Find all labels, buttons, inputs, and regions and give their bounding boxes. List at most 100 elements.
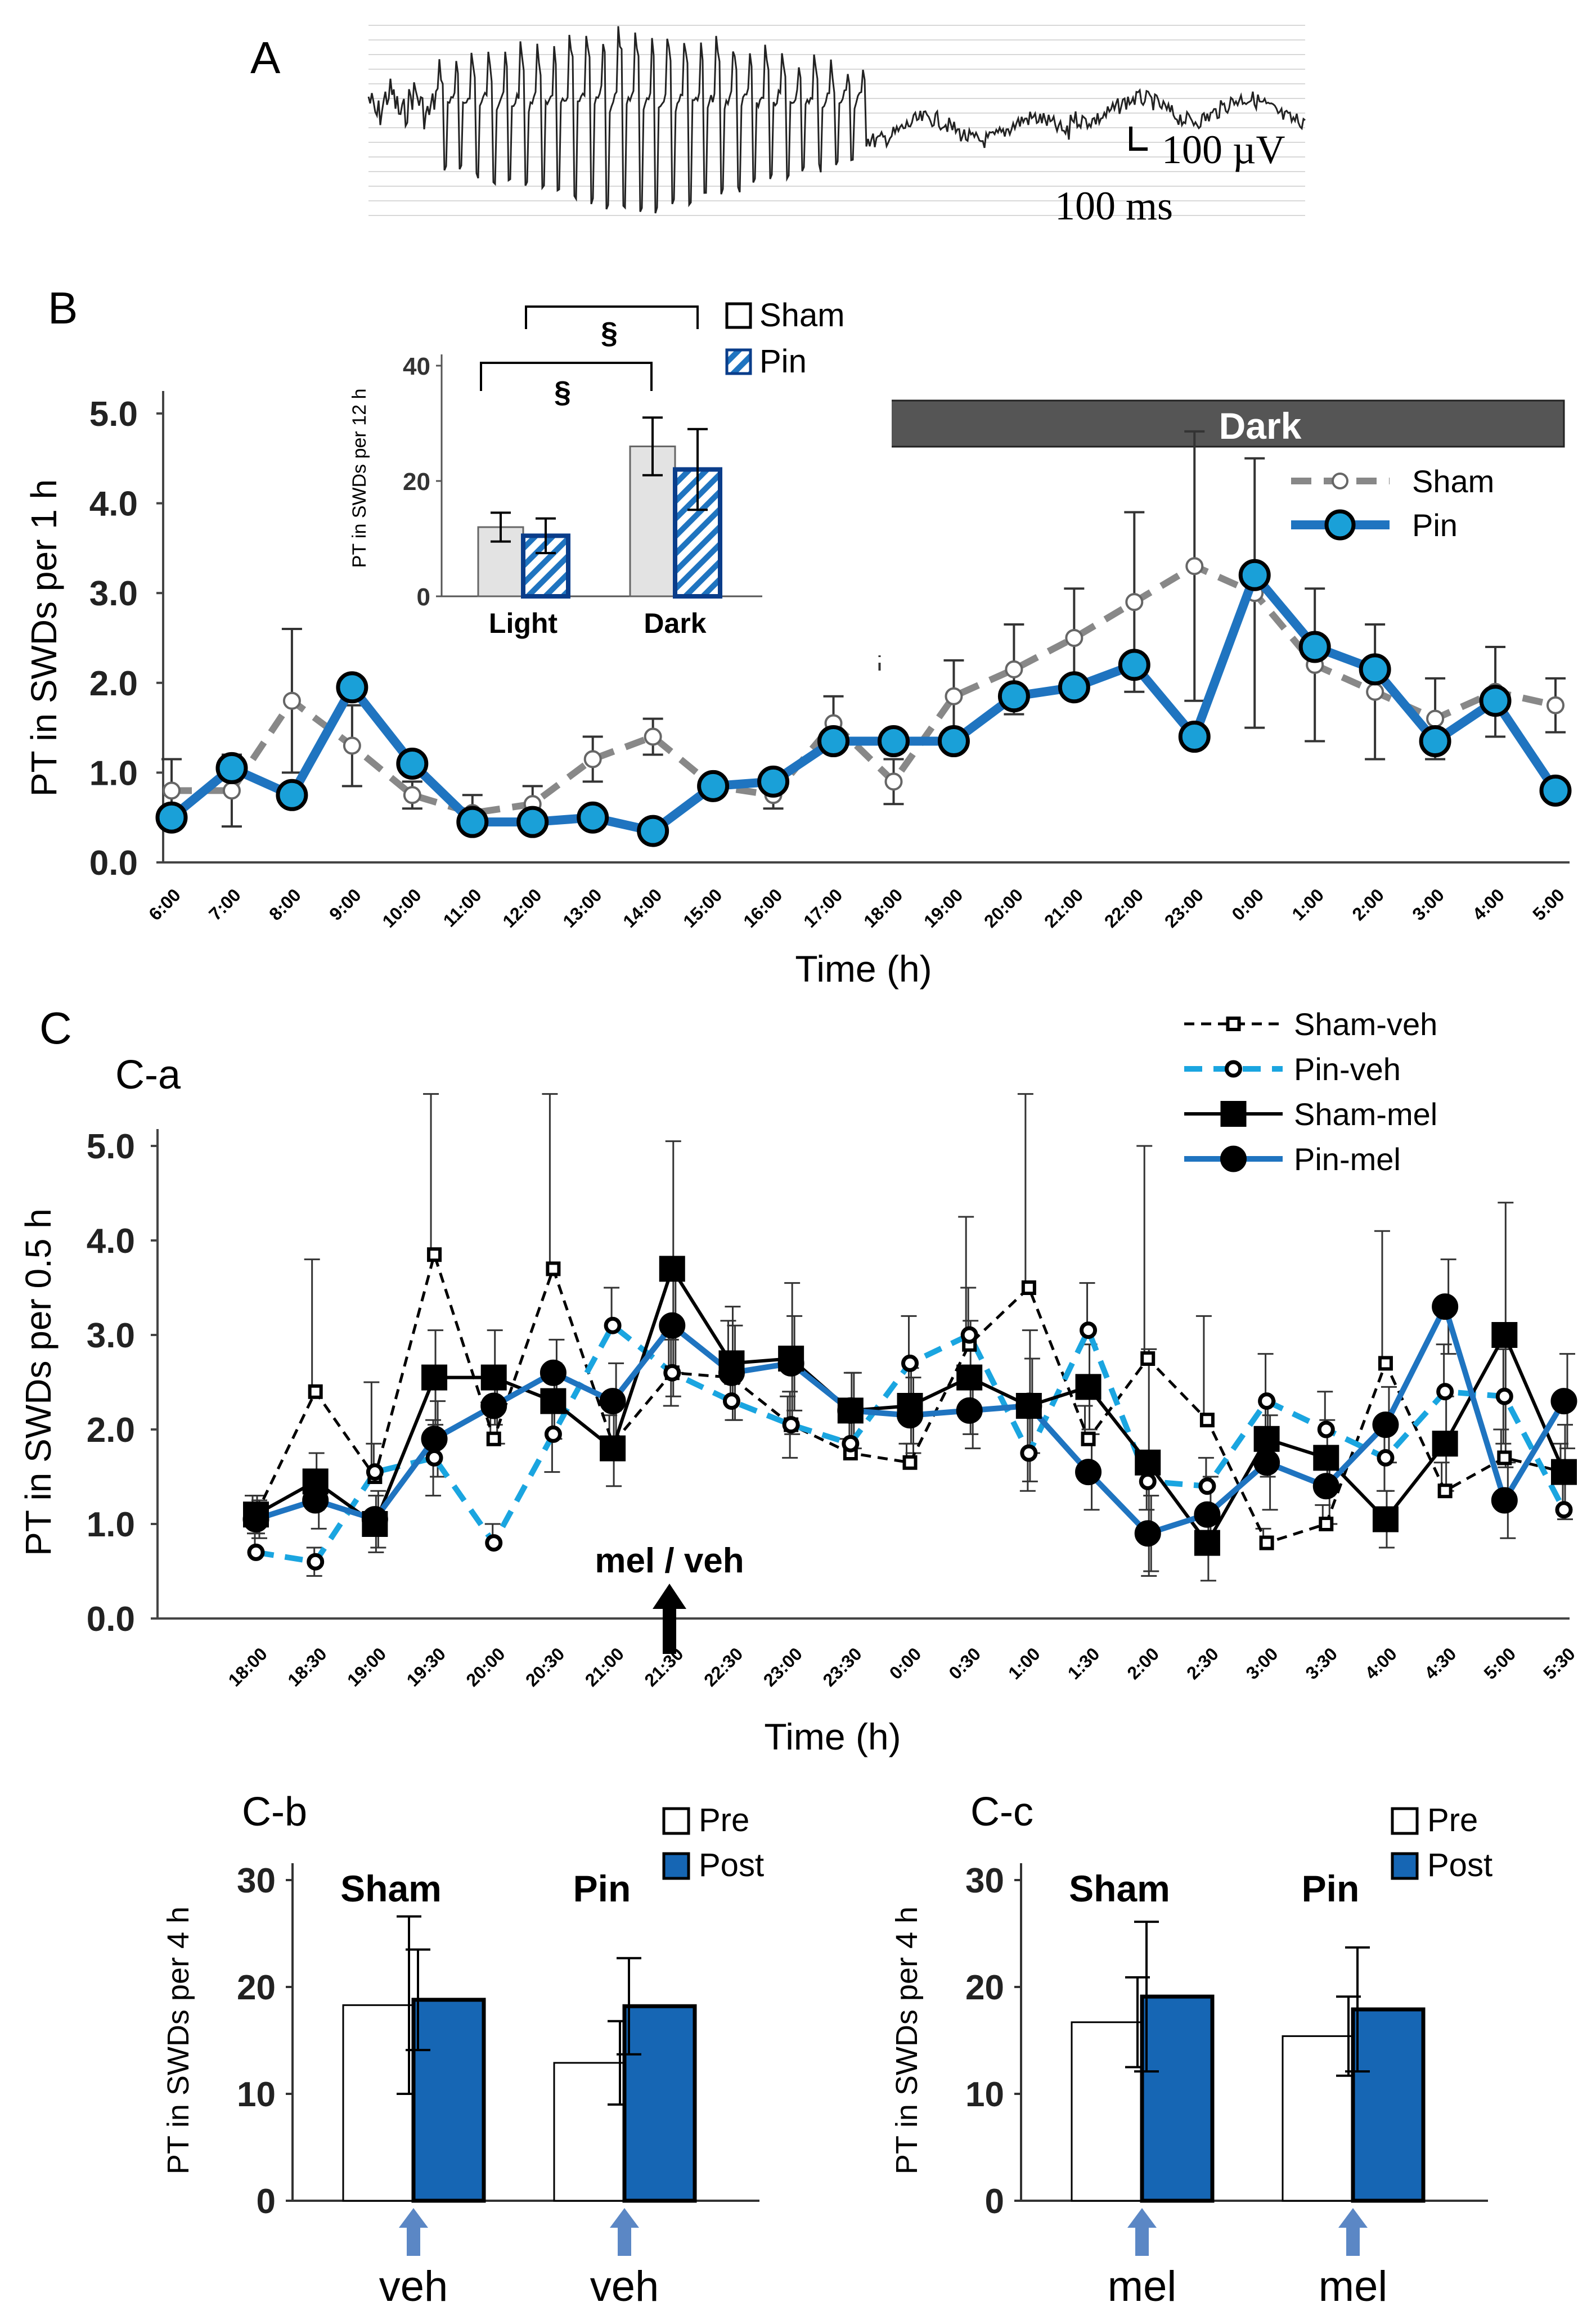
b-dark-band-label: Dark bbox=[1219, 405, 1302, 447]
panel-b-label: B bbox=[48, 283, 78, 333]
c-a-point-sham-veh bbox=[427, 1247, 442, 1262]
c-a-point-sham-veh bbox=[1021, 1280, 1036, 1295]
b-point-sham bbox=[1426, 709, 1445, 728]
b-x-tick-label: 12:00 bbox=[498, 884, 545, 931]
c-a-point-pin-mel bbox=[777, 1350, 804, 1377]
c-a-x-tick-label: 20:00 bbox=[462, 1643, 509, 1690]
b-legend-sham-label: Sham bbox=[1412, 464, 1494, 499]
b-point-pin bbox=[336, 671, 368, 704]
c-a-point-pin-veh bbox=[901, 1354, 919, 1372]
b-point-sham bbox=[945, 687, 963, 705]
c-a-x-tick-label: 18:00 bbox=[224, 1643, 271, 1690]
b-x-tick-label: 3:00 bbox=[1408, 884, 1448, 924]
c-a-point-pin-mel bbox=[1253, 1449, 1280, 1476]
c-a-point-pin-veh bbox=[1377, 1449, 1395, 1467]
b-y-tick-label: 3.0 bbox=[89, 574, 138, 613]
b-inset-sig-symbol: § bbox=[601, 316, 618, 350]
c-c-bar-post bbox=[1351, 2007, 1426, 2203]
b-x-tick-label: 6:00 bbox=[145, 884, 185, 924]
b-x-tick-label: 18:00 bbox=[860, 884, 906, 931]
c-a-y-axis-title: PT in SWDs per 0.5 h bbox=[18, 1208, 59, 1556]
c-a-point-pin-veh bbox=[722, 1392, 740, 1410]
b-inset-y-axis-title: PT in SWDs per 12 h bbox=[349, 389, 370, 568]
c-a-point-sham-veh bbox=[1378, 1356, 1393, 1371]
c-a-point-pin-veh bbox=[1555, 1501, 1573, 1519]
b-point-pin bbox=[637, 815, 669, 847]
c-a-y-tick-label: 5.0 bbox=[87, 1127, 135, 1166]
c-a-x-tick-label: 20:30 bbox=[521, 1643, 568, 1690]
c-a-x-tick-label: 18:30 bbox=[284, 1643, 330, 1690]
c-a-legend-sham-mel-marker bbox=[1220, 1101, 1247, 1127]
c-a-point-pin-mel bbox=[1194, 1501, 1221, 1528]
c-a-x-tick-label: 23:00 bbox=[759, 1643, 806, 1690]
scale-bar bbox=[1129, 127, 1148, 151]
b-x-tick-label: 0:00 bbox=[1228, 884, 1267, 924]
c-c-injection-arrow bbox=[1338, 2208, 1368, 2256]
b-x-tick-label: 5:00 bbox=[1528, 884, 1568, 924]
c-a-point-sham-veh bbox=[902, 1455, 918, 1470]
c-b-injection-arrow bbox=[399, 2208, 428, 2256]
b-inset-legend-pin-label: Pin bbox=[759, 343, 807, 380]
c-b-bar-pre bbox=[342, 2004, 415, 2202]
c-a-point-sham-mel bbox=[659, 1256, 685, 1282]
b-point-sham bbox=[163, 781, 181, 800]
c-a-point-pin-veh bbox=[960, 1326, 978, 1344]
c-a-x-tick-label: 23:30 bbox=[819, 1643, 865, 1690]
c-a-x-tick-label: 4:30 bbox=[1420, 1643, 1460, 1683]
b-x-tick-label: 13:00 bbox=[559, 884, 605, 931]
c-a-point-pin-mel bbox=[1372, 1411, 1399, 1438]
c-a-point-pin-mel bbox=[540, 1359, 567, 1386]
c-b-group-label: Pin bbox=[573, 1868, 631, 1909]
b-x-tick-label: 2:00 bbox=[1348, 884, 1388, 924]
b-point-pin bbox=[1058, 671, 1090, 704]
c-a-point-sham-mel bbox=[1491, 1322, 1518, 1348]
c-c-bar-post bbox=[1140, 1994, 1215, 2203]
c-a-point-pin-mel bbox=[421, 1426, 448, 1453]
c-a-point-sham-mel bbox=[1075, 1374, 1102, 1400]
c-c-y-tick-label: 30 bbox=[965, 1862, 1004, 1900]
b-x-tick-label: 10:00 bbox=[378, 884, 425, 931]
c-b-y-tick-label: 30 bbox=[237, 1862, 276, 1900]
c-b-group-label: Sham bbox=[340, 1868, 442, 1909]
b-point-pin bbox=[877, 725, 910, 758]
c-b-legend-pre-swatch bbox=[662, 1807, 690, 1835]
c-a-point-pin-mel bbox=[659, 1312, 686, 1339]
b-point-pin bbox=[215, 752, 248, 784]
c-b-y-tick-label: 10 bbox=[237, 2075, 276, 2114]
b-x-tick-label: 22:00 bbox=[1100, 884, 1147, 931]
c-a-point-sham-mel bbox=[480, 1364, 507, 1391]
b-x-tick-label: 9:00 bbox=[325, 884, 365, 924]
b-y-tick-label: 0.0 bbox=[89, 844, 138, 883]
c-a-point-pin-veh bbox=[1198, 1477, 1216, 1495]
b-x-tick-label: 15:00 bbox=[679, 884, 726, 931]
c-b-bar-post bbox=[411, 1998, 486, 2203]
scale-voltage-label: 100 µV bbox=[1162, 127, 1285, 172]
b-y-axis-title: PT in SWDs per 1 h bbox=[24, 479, 64, 797]
b-point-pin bbox=[1118, 649, 1150, 681]
c-c-title: C-c bbox=[970, 1790, 1033, 1835]
c-a-point-sham-mel bbox=[421, 1364, 448, 1391]
c-a-annotation: mel / veh bbox=[595, 1541, 744, 1580]
c-a-legend-pin-veh-label: Pin-veh bbox=[1294, 1051, 1401, 1087]
c-a-point-sham-veh bbox=[486, 1431, 501, 1446]
b-point-pin bbox=[516, 806, 549, 838]
c-a-point-sham-mel bbox=[540, 1388, 567, 1414]
c-c-y-axis-title: PT in SWDs per 4 h bbox=[890, 1907, 924, 2174]
b-point-pin bbox=[697, 770, 730, 802]
c-a-point-pin-veh bbox=[247, 1543, 265, 1561]
c-a-point-pin-mel bbox=[480, 1392, 507, 1419]
c-a-legend-pin-mel-label: Pin-mel bbox=[1294, 1141, 1401, 1177]
c-a-point-pin-veh bbox=[1020, 1444, 1038, 1462]
c-b-legend-pre-label: Pre bbox=[699, 1802, 749, 1838]
c-a-point-pin-mel bbox=[1550, 1388, 1577, 1415]
c-a-injection-arrow bbox=[653, 1584, 686, 1654]
b-x-tick-label: 11:00 bbox=[439, 884, 485, 930]
c-a-y-tick-label: 4.0 bbox=[87, 1222, 135, 1261]
b-point-sham bbox=[583, 750, 602, 768]
b-point-sham bbox=[1185, 557, 1204, 575]
c-a-legend-pin-mel-marker bbox=[1220, 1145, 1247, 1172]
c-a-point-pin-mel bbox=[1312, 1473, 1339, 1500]
c-a-point-sham-mel bbox=[1432, 1431, 1458, 1457]
b-x-tick-label: 21:00 bbox=[1040, 884, 1087, 931]
b-point-pin bbox=[997, 680, 1030, 713]
